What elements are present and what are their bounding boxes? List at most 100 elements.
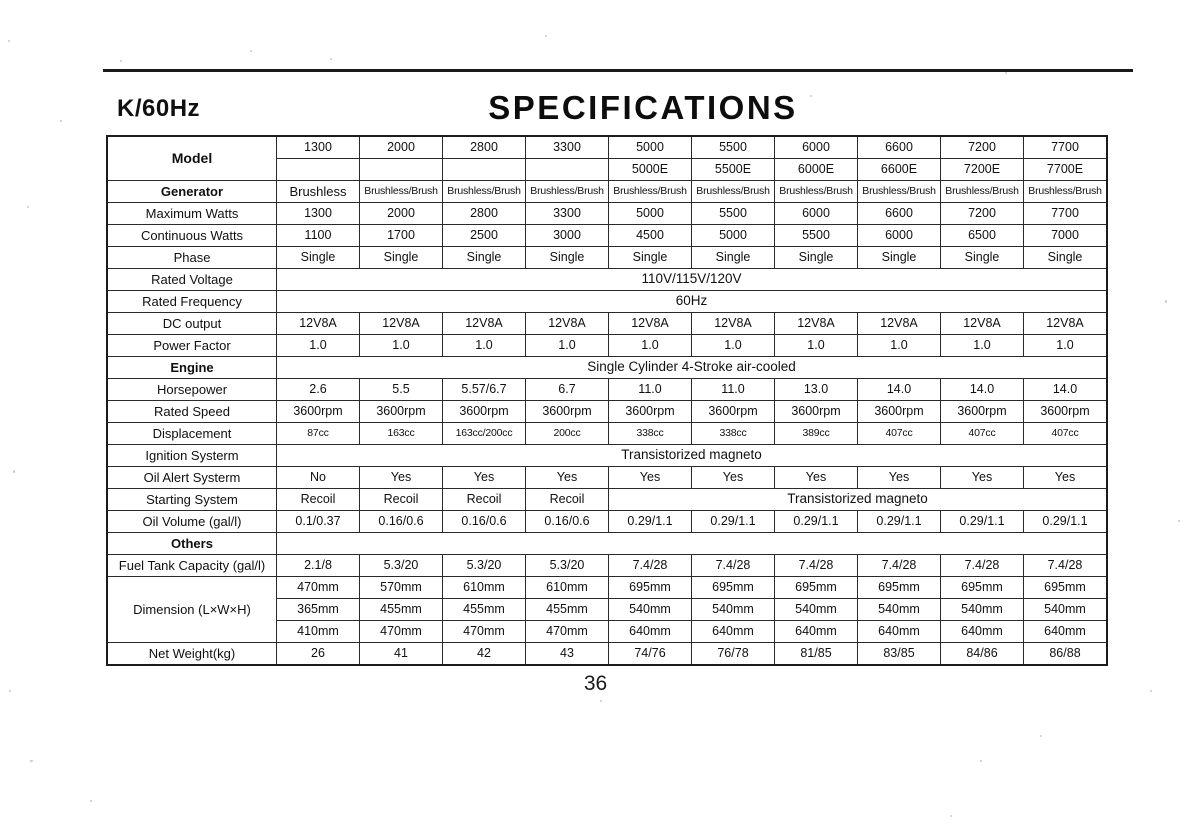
cell-dimension-height: 470mm <box>442 620 526 643</box>
cell-value: Single <box>857 246 941 269</box>
cell-value: 0.29/1.1 <box>940 510 1024 533</box>
cell-span-value: Transistorized magneto <box>608 488 1108 511</box>
cell-value: 3600rpm <box>442 400 526 423</box>
cell-value: 5.5 <box>359 378 443 401</box>
cell-value: 43 <box>525 642 609 666</box>
cell-dimension-length: 610mm <box>525 576 609 599</box>
cell-value: 74/76 <box>608 642 692 666</box>
table-row: Rated Speed 3600rpm 3600rpm 3600rpm 3600rpm 3… <box>106 400 1108 423</box>
cell-value: Single <box>1023 246 1108 269</box>
cell-value: 84/86 <box>940 642 1024 666</box>
cell-value: 12V8A <box>276 312 360 335</box>
cell-value: Brushless/Brush <box>774 180 858 203</box>
cell-value: 1100 <box>276 224 360 247</box>
cell-dimension-height: 640mm <box>608 620 692 643</box>
row-label: Maximum Watts <box>106 202 277 225</box>
cell-value: 6000 <box>774 202 858 225</box>
cell-value: 12V8A <box>1023 312 1108 335</box>
table-row: Others <box>106 532 1108 555</box>
row-label: Starting System <box>106 488 277 511</box>
model-column-header: 5500 <box>691 135 775 159</box>
row-label: Horsepower <box>106 378 277 401</box>
cell-value: 3600rpm <box>940 400 1024 423</box>
row-label: Rated Frequency <box>106 290 277 313</box>
cell-span-empty <box>276 532 1108 555</box>
model-column-header-electric <box>525 158 609 181</box>
table-row: Fuel Tank Capacity (gal/l) 2.1/8 5.3/20 5.3… <box>106 554 1108 577</box>
cell-value: 0.29/1.1 <box>857 510 941 533</box>
cell-value: 5000 <box>691 224 775 247</box>
cell-value: 200cc <box>525 422 609 445</box>
cell-value: 1.0 <box>940 334 1024 357</box>
table-row: Starting System Recoil Recoil Recoil Recoil T… <box>106 488 1108 511</box>
model-column-header: 2000 <box>359 135 443 159</box>
table-row: Dimension (L×W×H) 470mm 570mm 610mm 610mm 695… <box>106 576 1108 643</box>
cell-dimension-width: 540mm <box>774 598 858 621</box>
cell-value: 5500 <box>691 202 775 225</box>
cell-value: Single <box>359 246 443 269</box>
cell-dimension-height: 640mm <box>1023 620 1108 643</box>
row-label: Oil Volume (gal/l) <box>106 510 277 533</box>
table-row: 410mm 470mm 470mm 470mm 640mm 640mm 640mm 640mm… <box>107 620 1108 643</box>
cell-value: Brushless/Brush <box>442 180 526 203</box>
cell-dimension-length: 470mm <box>276 576 360 599</box>
table-row: Rated Voltage 110V/115V/120V <box>106 268 1108 291</box>
cell-value: 1.0 <box>276 334 360 357</box>
table-row: Oil Alert Systerm No Yes Yes Yes Yes Yes Yes Yes… <box>106 466 1108 489</box>
cell-value: Yes <box>857 466 941 489</box>
cell-value: Yes <box>691 466 775 489</box>
cell-value: Yes <box>442 466 526 489</box>
cell-dimension-width: 455mm <box>525 598 609 621</box>
model-column-header-electric <box>442 158 526 181</box>
table-row: Displacement 87cc 163cc 163cc/200cc 200cc 338… <box>106 422 1108 445</box>
cell-value: 2.1/8 <box>276 554 360 577</box>
cell-dimension-height: 640mm <box>940 620 1024 643</box>
header-rule <box>103 69 1133 72</box>
row-label: Rated Voltage <box>106 268 277 291</box>
cell-value: 3300 <box>525 202 609 225</box>
row-label: Continuous Watts <box>106 224 277 247</box>
model-column-header-electric: 5500E <box>691 158 775 181</box>
cell-value: Single <box>691 246 775 269</box>
table-row: Rated Frequency 60Hz <box>106 290 1108 313</box>
cell-value: 5000 <box>608 202 692 225</box>
cell-dimension-height: 640mm <box>774 620 858 643</box>
cell-dimension-width: 455mm <box>359 598 443 621</box>
cell-dimension-height: 470mm <box>525 620 609 643</box>
cell-value: Brushless/Brush <box>608 180 692 203</box>
cell-dimension-height: 470mm <box>359 620 443 643</box>
row-label: Others <box>106 532 277 555</box>
cell-value: 81/85 <box>774 642 858 666</box>
table-row: Oil Volume (gal/l) 0.1/0.37 0.16/0.6 0.16/0… <box>106 510 1108 533</box>
cell-value: 0.16/0.6 <box>359 510 443 533</box>
cell-dimension-length: 695mm <box>1023 576 1108 599</box>
cell-value: 2500 <box>442 224 526 247</box>
cell-value: 7.4/28 <box>774 554 858 577</box>
cell-value: 5.3/20 <box>359 554 443 577</box>
cell-dimension-width: 540mm <box>940 598 1024 621</box>
cell-value: 1.0 <box>525 334 609 357</box>
cell-value: 7.4/28 <box>691 554 775 577</box>
table-row: Generator Brushless Brushless/Brush Brushle… <box>106 180 1108 203</box>
cell-value: 11.0 <box>608 378 692 401</box>
cell-dimension-width: 540mm <box>608 598 692 621</box>
row-label: Ignition Systerm <box>106 444 277 467</box>
cell-value: 3600rpm <box>691 400 775 423</box>
cell-value: 407cc <box>940 422 1024 445</box>
cell-value: 0.29/1.1 <box>608 510 692 533</box>
row-label: Fuel Tank Capacity (gal/l) <box>106 554 277 577</box>
model-column-header: 5000 <box>608 135 692 159</box>
cell-dimension-length: 695mm <box>774 576 858 599</box>
model-column-header-electric <box>276 158 360 181</box>
cell-value: Brushless/Brush <box>525 180 609 203</box>
row-label: Oil Alert Systerm <box>106 466 277 489</box>
cell-span-value: 110V/115V/120V <box>276 268 1108 291</box>
model-column-header: 6000 <box>774 135 858 159</box>
cell-value: Brushless/Brush <box>857 180 941 203</box>
row-label: Rated Speed <box>106 400 277 423</box>
cell-span-value: Single Cylinder 4-Stroke air-cooled <box>276 356 1108 379</box>
cell-dimension-width: 540mm <box>691 598 775 621</box>
cell-value: 7.4/28 <box>940 554 1024 577</box>
cell-value: 26 <box>276 642 360 666</box>
